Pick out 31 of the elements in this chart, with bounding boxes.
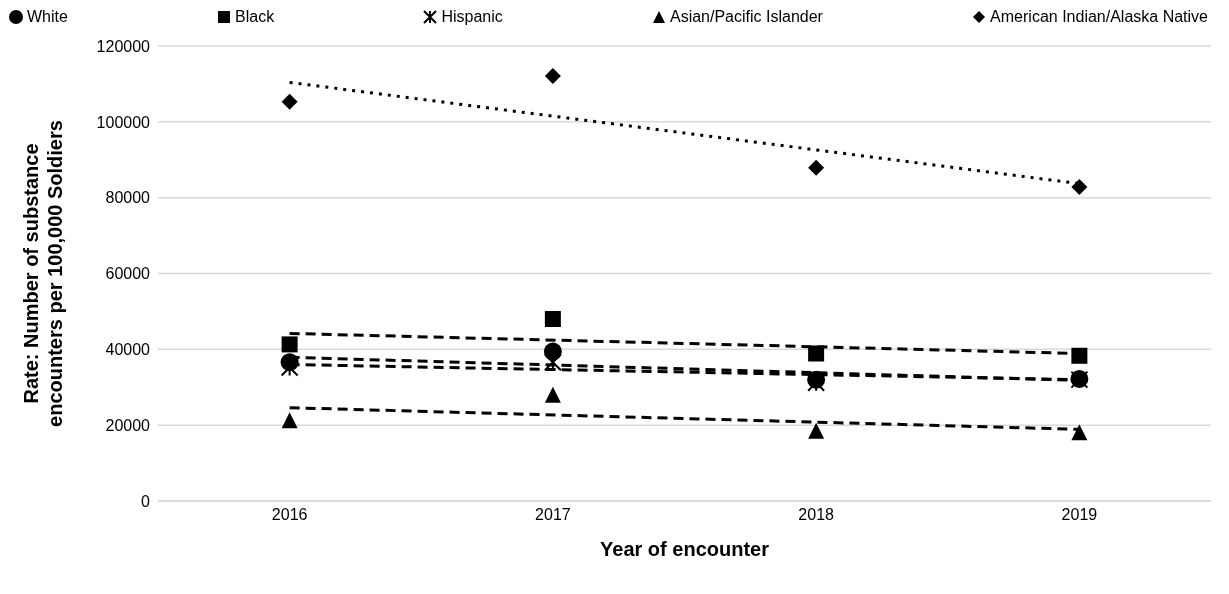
x-tick-label: 2019: [1061, 506, 1098, 524]
point: [808, 422, 825, 439]
legend-label: White: [27, 8, 68, 26]
y-tick-label: 40000: [105, 341, 151, 359]
point: [543, 353, 562, 372]
point: [544, 67, 561, 84]
point: [1071, 179, 1088, 196]
point: [1071, 347, 1088, 364]
point: [544, 386, 561, 403]
y-tick-label: 20000: [105, 416, 151, 434]
y-tick-label: 0: [141, 492, 151, 510]
y-tick-label: 100000: [96, 113, 151, 131]
point: [280, 358, 299, 377]
legend-label: Black: [235, 8, 275, 26]
legend-label: American Indian/Alaska Native: [990, 8, 1208, 26]
point: [544, 311, 561, 327]
x-tick-label: 2016: [271, 506, 308, 524]
legend-label: Asian/Pacific Islander: [669, 8, 823, 26]
x-tick-label: 2017: [535, 506, 571, 524]
point: [808, 159, 825, 176]
y-axis-title: Rate: Number of substance encounters per 100,000 Soldiers: [20, 120, 66, 427]
y-tick-label: 80000: [105, 189, 151, 207]
point: [281, 93, 298, 110]
point: [281, 412, 298, 429]
x-tick-label: 2018: [798, 506, 835, 524]
y-tick-label: 60000: [105, 265, 151, 283]
legend-label: Hispanic: [441, 8, 503, 26]
point: [808, 345, 825, 362]
y-tick-label: 120000: [96, 37, 151, 55]
x-axis-title: Year of encounter: [600, 538, 770, 560]
point: [281, 336, 298, 353]
